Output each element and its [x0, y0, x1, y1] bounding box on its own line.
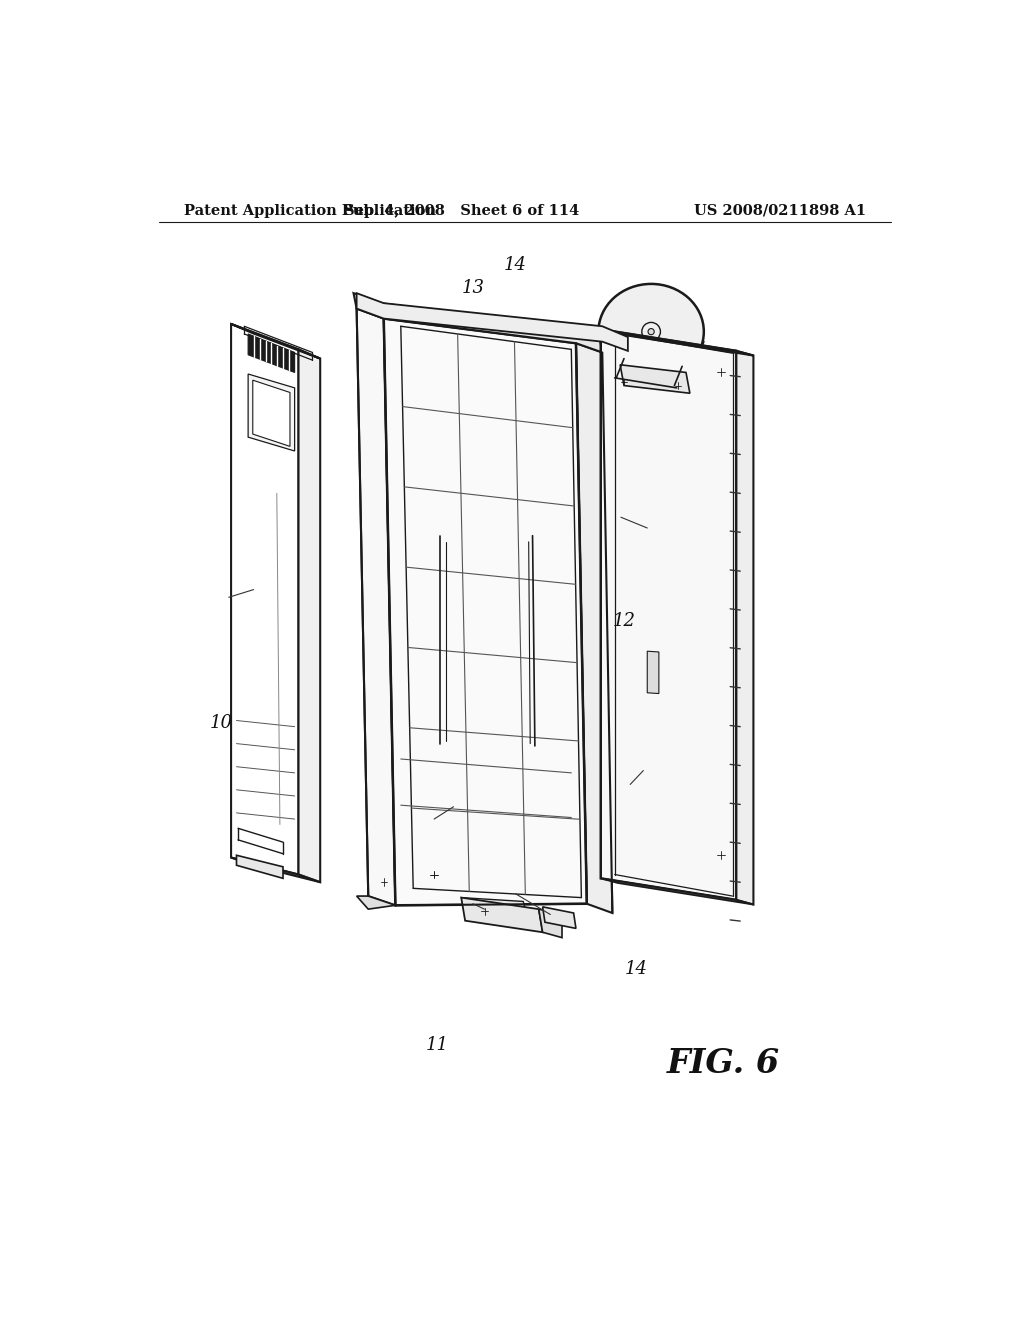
Text: Sep. 4, 2008   Sheet 6 of 114: Sep. 4, 2008 Sheet 6 of 114 — [344, 203, 579, 218]
Polygon shape — [601, 878, 754, 904]
Polygon shape — [253, 380, 290, 446]
Polygon shape — [601, 330, 754, 355]
Text: 11: 11 — [426, 1036, 449, 1053]
Polygon shape — [231, 323, 321, 359]
Ellipse shape — [248, 682, 254, 689]
Polygon shape — [384, 318, 587, 906]
Polygon shape — [539, 909, 562, 937]
Polygon shape — [231, 323, 299, 875]
Text: FIG. 6: FIG. 6 — [667, 1047, 779, 1080]
Ellipse shape — [248, 517, 254, 524]
Polygon shape — [356, 293, 628, 351]
Text: 13: 13 — [462, 280, 484, 297]
Polygon shape — [356, 309, 395, 906]
Polygon shape — [461, 898, 527, 917]
Polygon shape — [356, 896, 395, 909]
Polygon shape — [461, 898, 543, 932]
Text: 10: 10 — [210, 714, 233, 731]
Polygon shape — [621, 364, 690, 393]
Polygon shape — [299, 350, 321, 882]
Text: 12: 12 — [612, 612, 636, 630]
Text: 14: 14 — [504, 256, 526, 275]
Ellipse shape — [716, 631, 734, 649]
Polygon shape — [543, 907, 575, 928]
Ellipse shape — [248, 649, 254, 656]
Text: 14: 14 — [625, 961, 647, 978]
Polygon shape — [736, 351, 754, 904]
Text: US 2008/0211898 A1: US 2008/0211898 A1 — [693, 203, 866, 218]
Polygon shape — [248, 334, 295, 372]
Ellipse shape — [648, 329, 654, 335]
Text: Patent Application Publication: Patent Application Publication — [183, 203, 436, 218]
Ellipse shape — [248, 550, 254, 557]
Polygon shape — [231, 858, 321, 882]
Ellipse shape — [248, 583, 254, 590]
Polygon shape — [575, 343, 612, 913]
Polygon shape — [237, 855, 283, 878]
Ellipse shape — [598, 284, 703, 379]
Polygon shape — [647, 651, 658, 693]
Polygon shape — [248, 374, 295, 451]
Polygon shape — [353, 293, 602, 352]
Polygon shape — [601, 330, 736, 900]
Ellipse shape — [248, 616, 254, 623]
